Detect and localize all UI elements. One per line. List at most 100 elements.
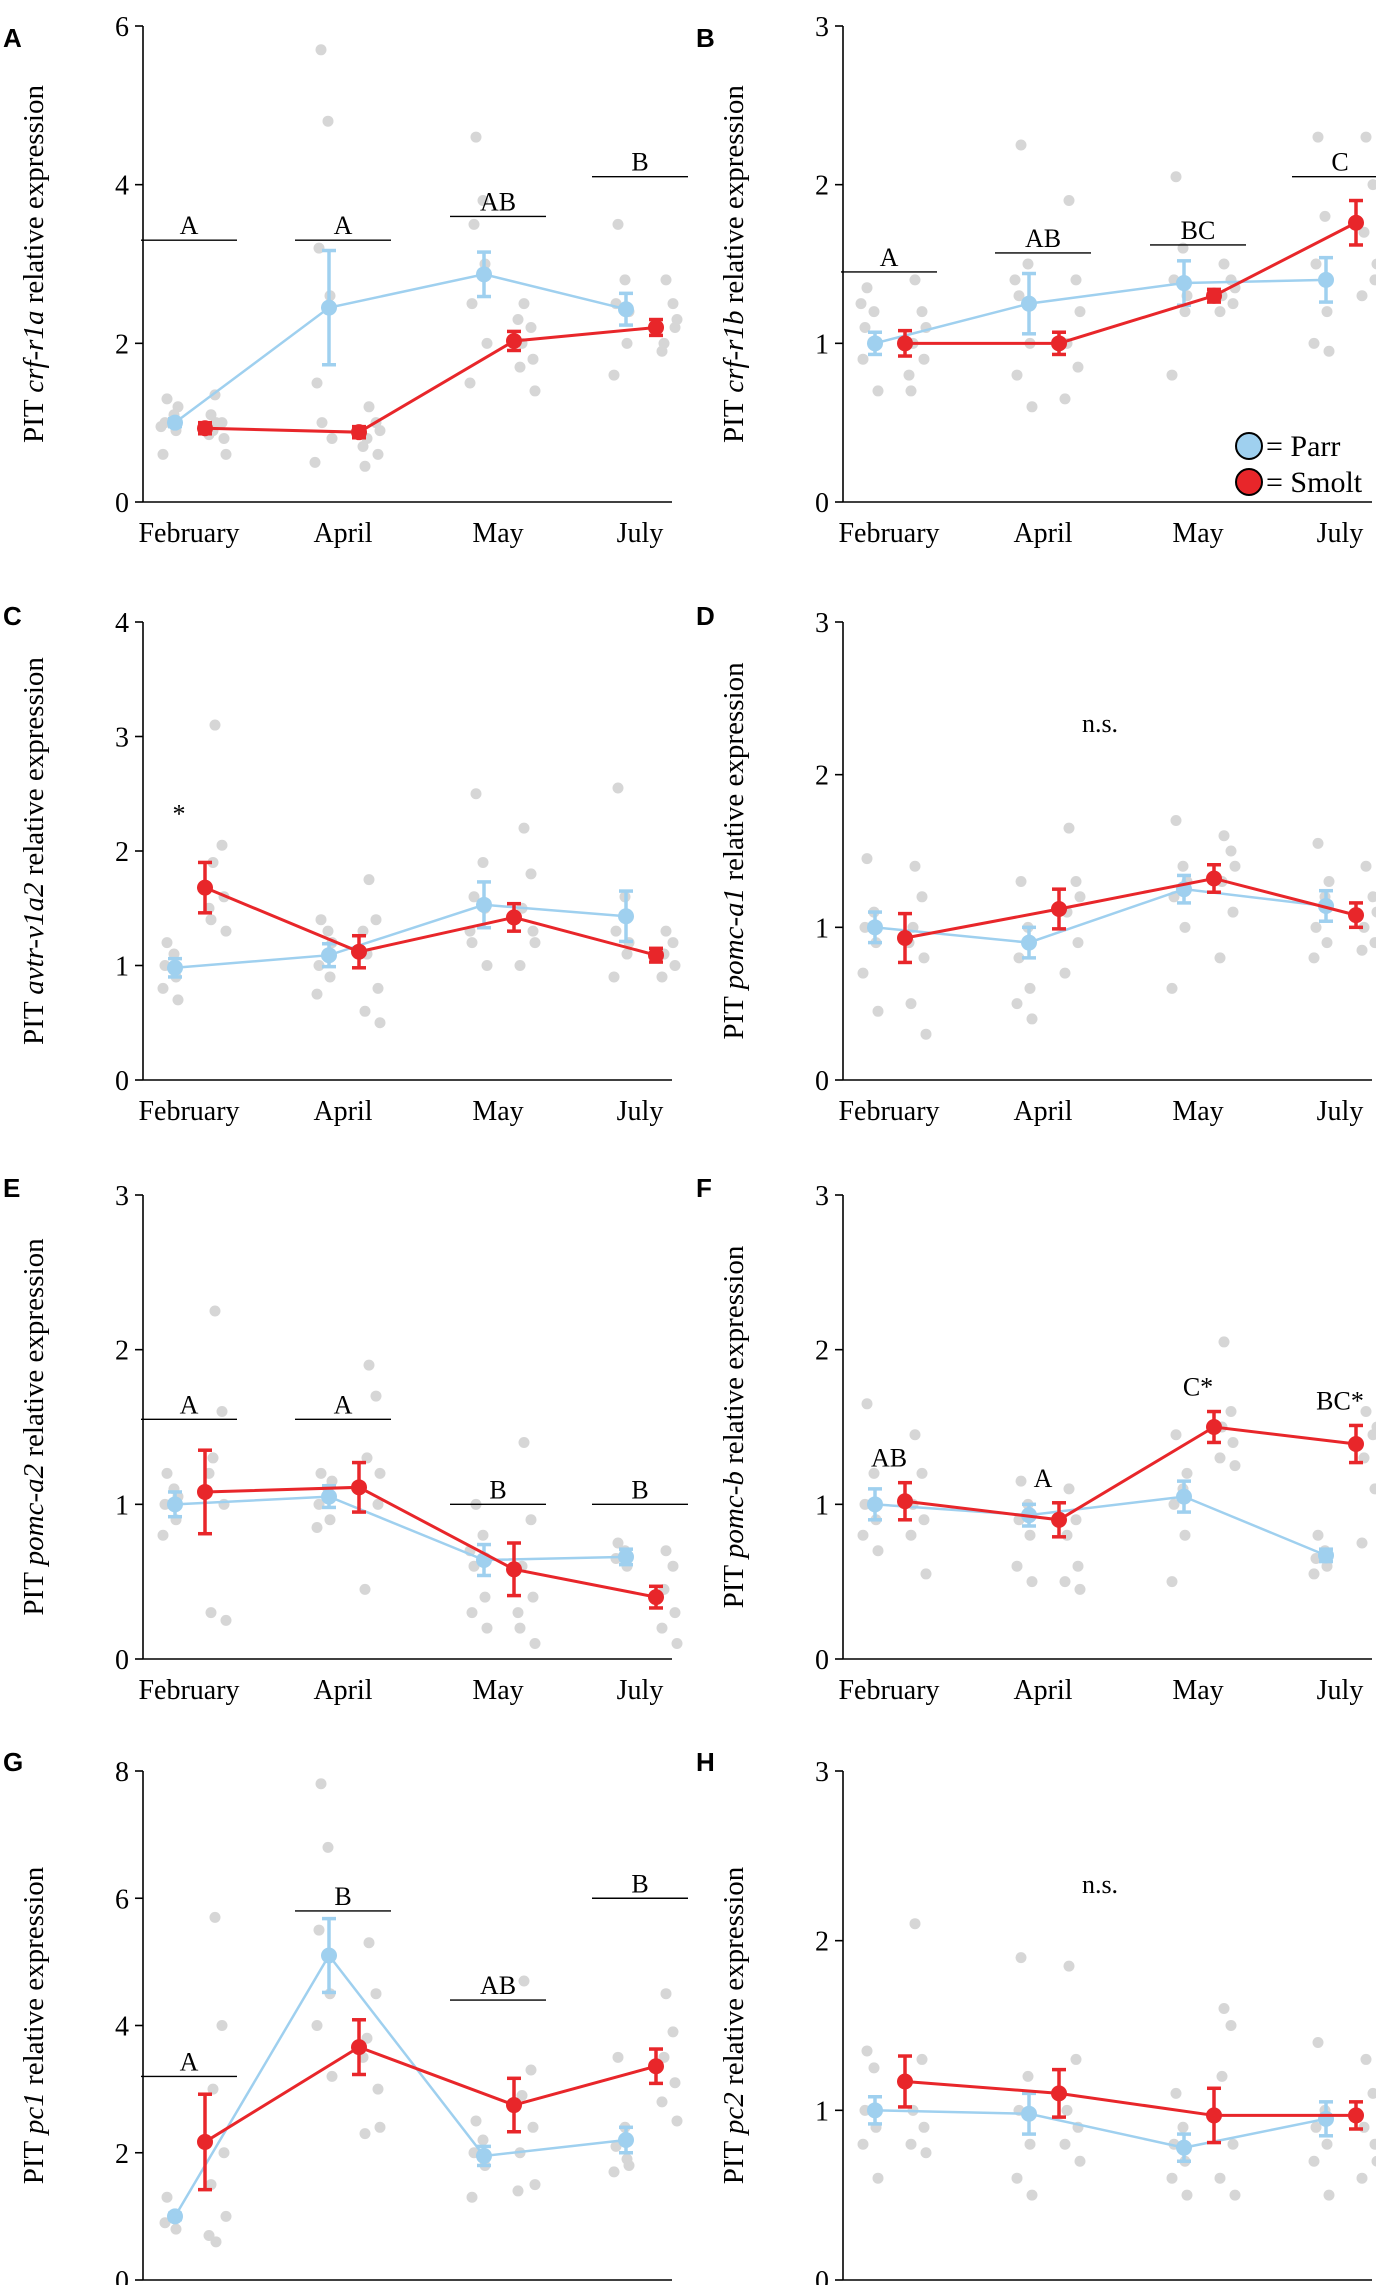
data-point [309, 456, 321, 468]
data-point [872, 385, 884, 397]
mean-marker-parr [867, 919, 883, 936]
data-point [1074, 2155, 1086, 2167]
panel-letter: E [3, 1173, 20, 1203]
data-point [1181, 2189, 1193, 2201]
data-point [527, 925, 539, 937]
data-point [161, 1467, 173, 1479]
panel-letter: B [696, 23, 715, 53]
data-point [470, 131, 482, 143]
mean-marker-parr [1021, 934, 1037, 951]
mean-marker-parr [167, 959, 183, 976]
y-label-suffix: relative expression [718, 85, 750, 311]
data-point [1367, 891, 1376, 903]
data-point [527, 2121, 539, 2133]
data-point [667, 937, 679, 949]
mean-marker-smolt [648, 947, 664, 964]
panel-a: A 0 2 4 6 February April May July PIT crf-r1a rel… [3, 12, 688, 549]
data-point [1225, 1406, 1237, 1418]
mean-marker-smolt [197, 420, 213, 437]
data-point [1312, 2036, 1324, 2048]
data-point [357, 925, 369, 937]
data-point [1214, 952, 1226, 964]
group-label: A [180, 2047, 199, 2076]
mean-marker-smolt [197, 879, 213, 896]
panel-f: F 0 1 2 3 February April May July PIT pomc-b rela… [696, 1173, 1376, 1706]
panel-letter: G [3, 1747, 23, 1777]
data-point [374, 2121, 386, 2133]
data-point [669, 1607, 681, 1619]
data-point [1308, 2155, 1320, 2167]
data-point [1070, 2053, 1082, 2065]
data-point [1218, 258, 1230, 270]
data-point [1358, 921, 1370, 933]
mean-marker-smolt [506, 332, 522, 349]
data-point [1072, 937, 1084, 949]
data-point [1321, 2138, 1333, 2150]
x-tick-label: May [472, 1096, 523, 1127]
mean-marker-parr [867, 335, 883, 352]
mean-marker-parr [867, 2102, 883, 2119]
data-point [1166, 369, 1178, 381]
data-point [610, 925, 622, 937]
data-point [903, 369, 915, 381]
panel-letter: A [3, 23, 22, 53]
y-tick-label: 6 [115, 12, 129, 43]
data-point [1218, 2003, 1230, 2015]
data-point [518, 1436, 530, 1448]
mean-marker-parr [167, 2208, 183, 2225]
data-point [1059, 967, 1071, 979]
mean-marker-parr [321, 299, 337, 316]
panel-letter: F [696, 1173, 712, 1203]
mean-marker-smolt [897, 1493, 913, 1510]
y-tick-label: 3 [115, 1181, 129, 1212]
y-tick-label: 2 [815, 761, 829, 792]
group-label: A [180, 211, 199, 240]
data-point [1225, 2020, 1237, 2031]
data-point [518, 1975, 530, 1987]
mean-marker-smolt [648, 1589, 664, 1606]
x-tick-label: July [617, 1096, 664, 1127]
data-point [464, 377, 476, 389]
data-point [1166, 2172, 1178, 2184]
series-line-parr [874, 887, 1327, 944]
data-point [311, 2020, 323, 2031]
data-point [1310, 2121, 1322, 2133]
data-point [1312, 131, 1324, 143]
data-point [1358, 1452, 1370, 1464]
data-point [1059, 2138, 1071, 2150]
data-point [315, 44, 327, 56]
data-point [512, 2185, 524, 2197]
data-point [207, 856, 219, 868]
data-point [1024, 1529, 1036, 1541]
data-point [370, 1988, 382, 2000]
group-label: AB [480, 1971, 516, 2000]
data-point [468, 1560, 480, 1572]
y-tick-label: 2 [115, 1336, 129, 1367]
data-point [359, 460, 371, 472]
data-point [669, 2077, 681, 2089]
mean-marker-smolt [506, 909, 522, 926]
legend-label-parr: = Parr [1266, 430, 1340, 463]
data-point [207, 2083, 219, 2095]
series-line-parr [874, 1495, 1327, 1557]
data-point [1011, 998, 1023, 1010]
data-point [1358, 226, 1370, 238]
data-point [529, 1638, 541, 1650]
mean-marker-smolt [1348, 1436, 1364, 1453]
data-point [1312, 837, 1324, 849]
data-point [1070, 274, 1082, 286]
data-point [1011, 369, 1023, 381]
data-point [1059, 393, 1071, 405]
data-point [671, 1638, 683, 1650]
y-tick-label: 8 [115, 1757, 129, 1788]
data-point [1061, 2104, 1073, 2116]
data-point [372, 982, 384, 994]
series-line-smolt [905, 221, 1357, 345]
data-point [1371, 906, 1376, 918]
data-point [1026, 1576, 1038, 1588]
data-point [514, 361, 526, 373]
y-label-prefix: PIT [18, 1565, 50, 1615]
mean-marker-parr [1176, 1488, 1192, 1505]
x-tick-label: April [1013, 518, 1072, 549]
data-point [1321, 937, 1333, 949]
